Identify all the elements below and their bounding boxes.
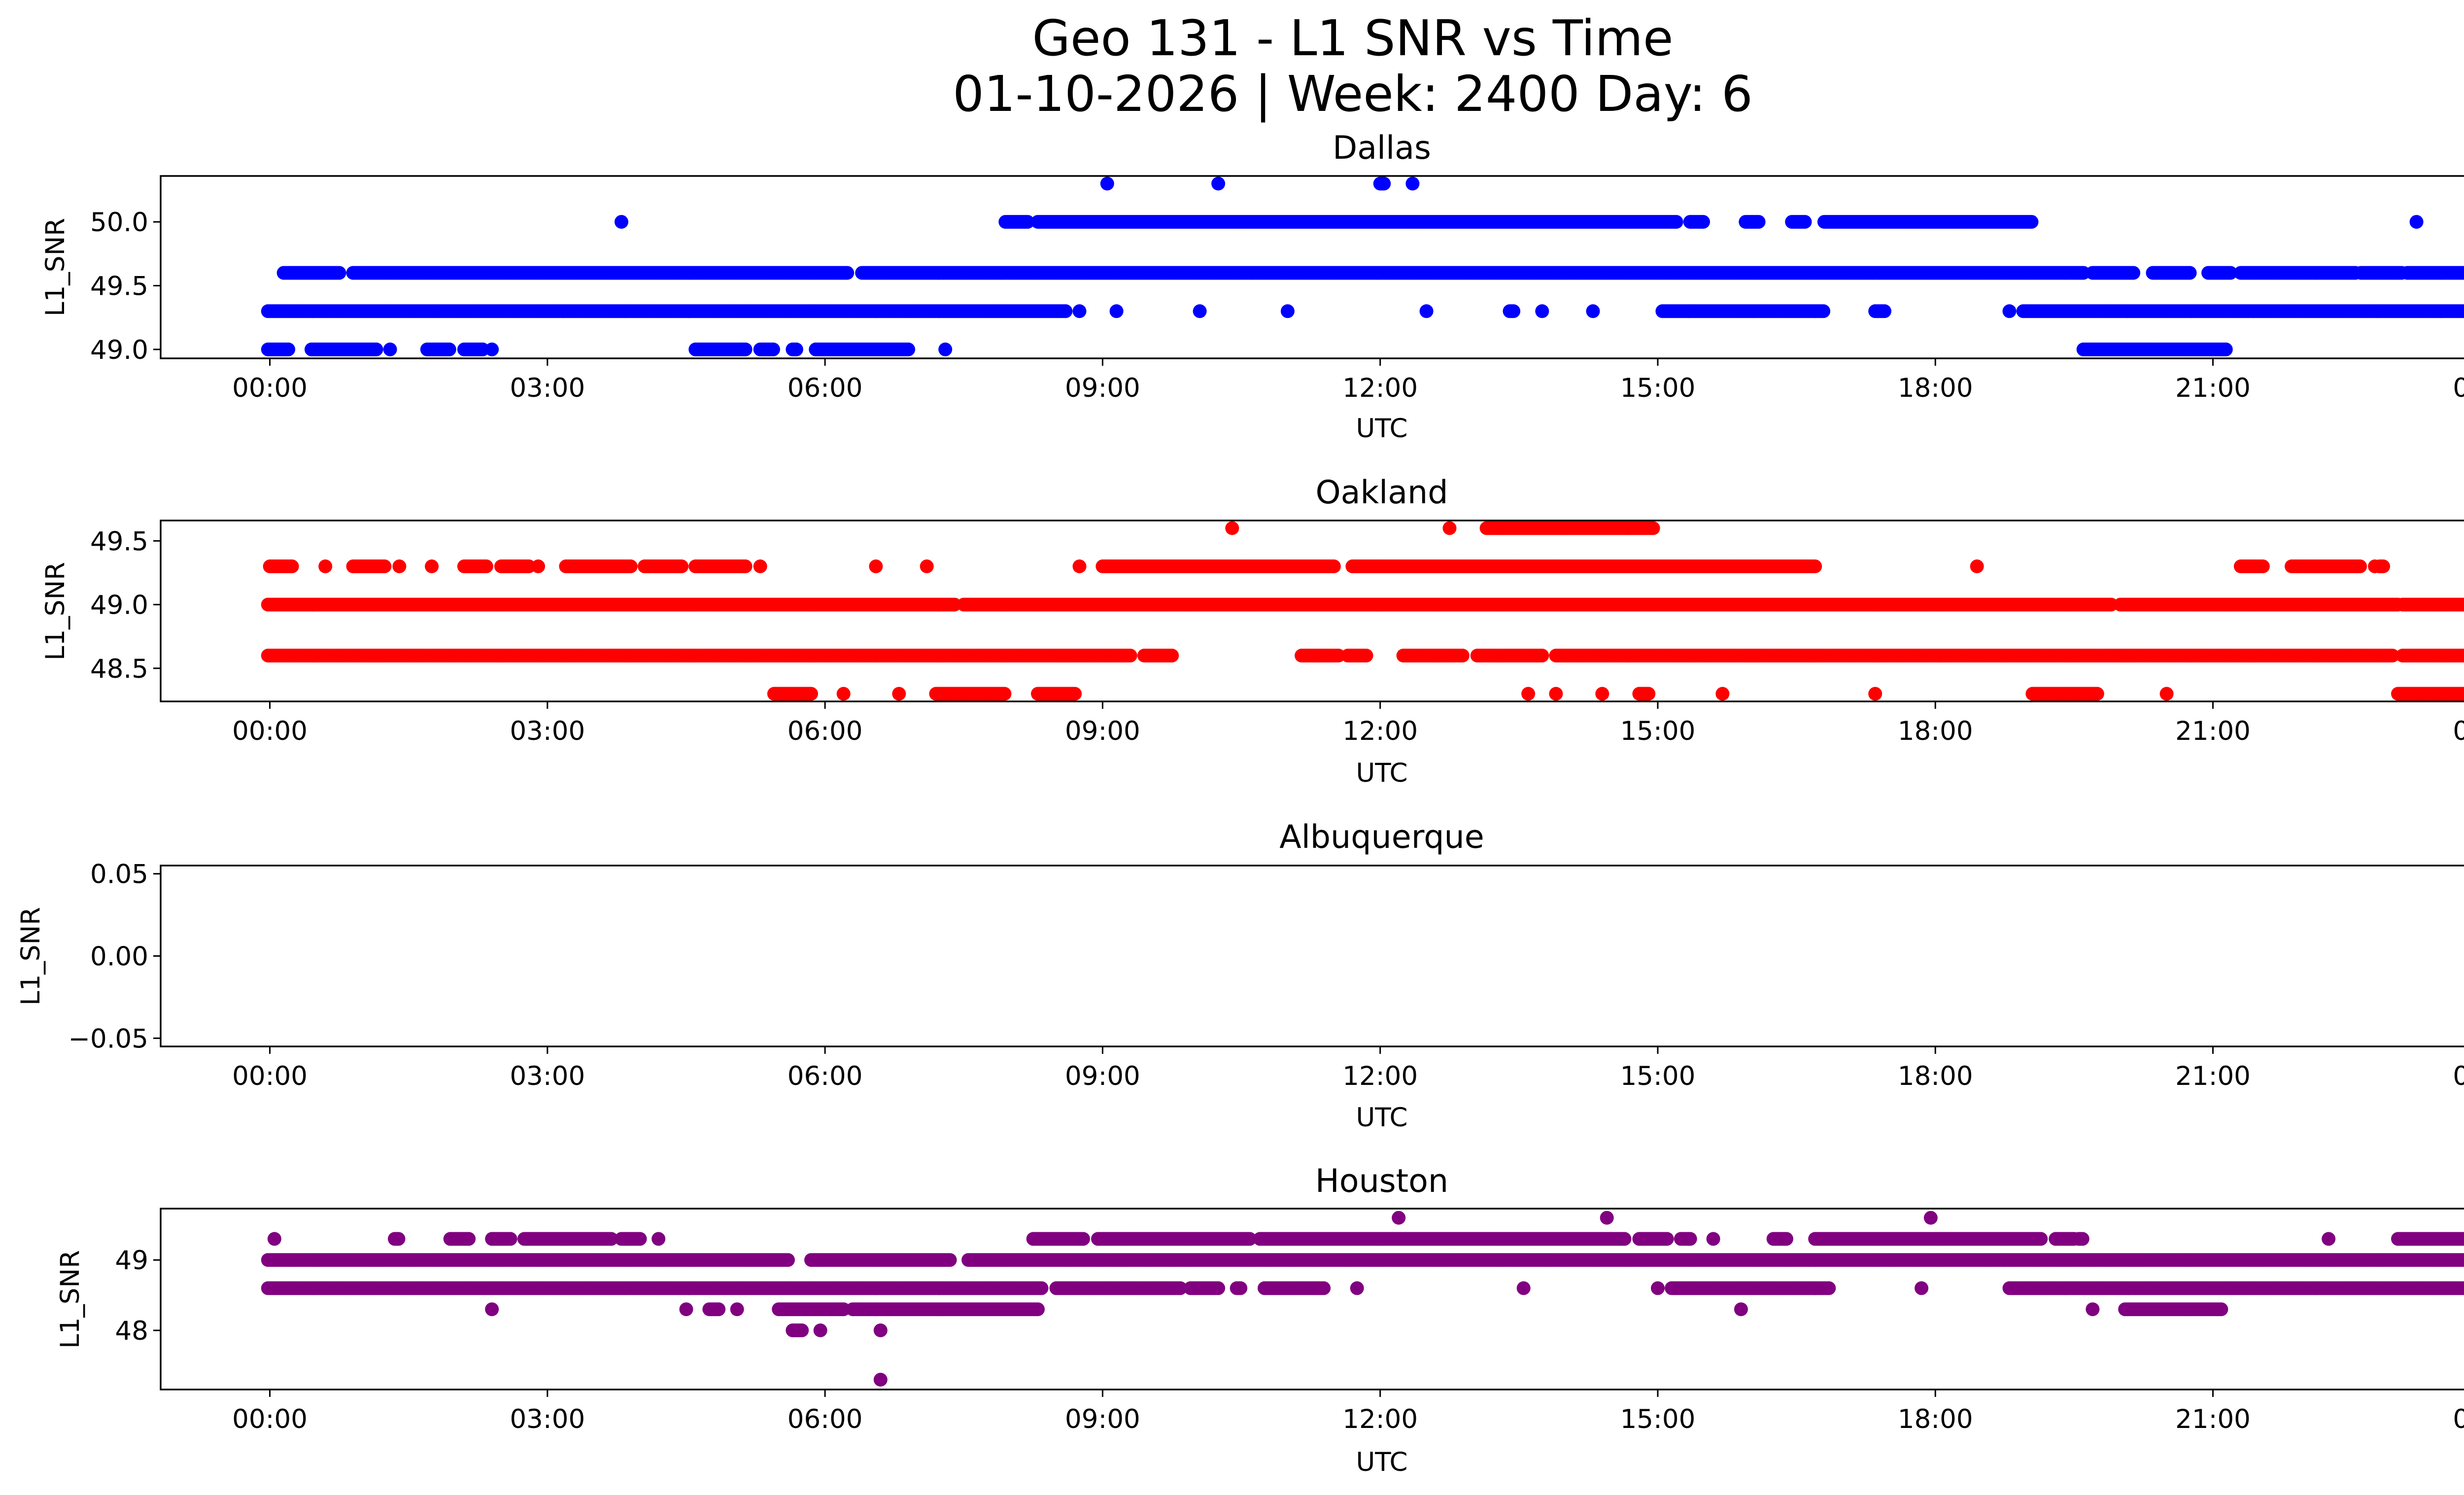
y-tick-label: 49.0 bbox=[90, 335, 148, 365]
data-point bbox=[2224, 266, 2238, 280]
scatter-series bbox=[261, 176, 2464, 356]
x-tick-label: 21:00 bbox=[2175, 373, 2251, 403]
chart-title: Geo 131 - L1 SNR vs Time bbox=[1032, 9, 1674, 67]
data-point bbox=[920, 559, 934, 573]
data-point bbox=[2219, 342, 2233, 356]
data-point bbox=[789, 342, 803, 356]
data-point bbox=[1109, 304, 1124, 318]
data-point bbox=[2462, 307, 2464, 316]
data-point bbox=[1377, 176, 1391, 191]
y-tick-label: 49.5 bbox=[90, 272, 148, 302]
data-point bbox=[442, 342, 456, 356]
data-point bbox=[2462, 600, 2464, 609]
data-point bbox=[285, 559, 299, 573]
data-point bbox=[738, 559, 753, 573]
data-point bbox=[1225, 521, 1239, 535]
data-point bbox=[479, 559, 493, 573]
data-point bbox=[1327, 559, 1341, 573]
x-tick-label: 00:00 bbox=[2453, 373, 2464, 403]
y-axis-label: L1_SNR bbox=[40, 562, 70, 661]
data-point bbox=[1970, 559, 1984, 573]
data-point bbox=[377, 559, 392, 573]
data-point bbox=[2002, 304, 2017, 318]
data-point bbox=[869, 559, 883, 573]
data-point bbox=[1669, 215, 1683, 229]
axes-frame bbox=[160, 175, 2464, 359]
x-tick-label: 18:00 bbox=[1898, 373, 1973, 403]
x-axis-label: UTC bbox=[1356, 758, 1407, 788]
data-point bbox=[2409, 215, 2424, 229]
data-point bbox=[1419, 304, 1434, 318]
data-point bbox=[2256, 559, 2270, 573]
panel-dallas: Dallas UTC L1_SNR 00:00 03:00 06:00 09:00 12… bbox=[40, 130, 2464, 444]
data-point bbox=[766, 342, 780, 356]
y-axis-label: L1_SNR bbox=[40, 218, 70, 316]
data-point bbox=[1059, 304, 1073, 318]
data-point bbox=[1646, 521, 1660, 535]
data-point bbox=[1878, 304, 1891, 318]
data-point bbox=[1798, 215, 1812, 229]
data-point bbox=[1072, 304, 1087, 318]
data-point bbox=[1696, 215, 1710, 229]
data-point bbox=[1506, 304, 1521, 318]
panel-oakland: Oakland UTC L1_SNR 00:00 03:00 06:00 09:00 1… bbox=[40, 474, 2464, 788]
data-point bbox=[318, 559, 333, 573]
data-point bbox=[281, 342, 296, 356]
data-point bbox=[738, 342, 753, 356]
data-point bbox=[1751, 215, 1766, 229]
data-point bbox=[1211, 176, 1226, 191]
data-point bbox=[2353, 559, 2367, 573]
data-point bbox=[1072, 559, 1087, 573]
data-point bbox=[369, 342, 383, 356]
x-tick-label: 15:00 bbox=[1620, 373, 1696, 403]
x-tick-label: 03:00 bbox=[510, 373, 585, 403]
data-point bbox=[2461, 267, 2464, 278]
data-point bbox=[615, 215, 628, 229]
data-point bbox=[1021, 215, 1035, 229]
data-point bbox=[485, 342, 499, 356]
data-point bbox=[2126, 266, 2141, 280]
data-point bbox=[938, 342, 953, 356]
x-axis-label: UTC bbox=[1356, 414, 1407, 444]
y-tick-label: 50.0 bbox=[90, 208, 148, 238]
panel-title: Oakland bbox=[1316, 474, 1448, 511]
data-point bbox=[2183, 266, 2197, 280]
data-point bbox=[392, 559, 407, 573]
x-tick-label: 00:00 bbox=[232, 373, 308, 403]
data-point bbox=[1442, 521, 1457, 535]
data-point bbox=[1808, 559, 1822, 573]
data-point bbox=[383, 342, 397, 356]
panel-title: Dallas bbox=[1333, 130, 1431, 167]
x-tick-label: 06:00 bbox=[787, 373, 863, 403]
data-point bbox=[753, 559, 767, 573]
data-point bbox=[675, 559, 689, 573]
data-point bbox=[1100, 176, 1114, 191]
data-point bbox=[840, 266, 855, 280]
data-point bbox=[1280, 304, 1295, 318]
chart-subtitle: 01-10-2026 | Week: 2400 Day: 6 bbox=[953, 65, 1752, 123]
data-point bbox=[531, 559, 546, 573]
data-point bbox=[425, 559, 439, 573]
data-point bbox=[1405, 176, 1420, 191]
data-point bbox=[2024, 215, 2039, 229]
data-point bbox=[1193, 304, 1207, 318]
data-point bbox=[623, 559, 638, 573]
data-point bbox=[1535, 304, 1549, 318]
data-point bbox=[1816, 304, 1831, 318]
data-point bbox=[2376, 559, 2390, 573]
x-tick-label: 09:00 bbox=[1065, 373, 1140, 403]
data-point bbox=[332, 266, 346, 280]
x-tick-label: 12:00 bbox=[1342, 373, 1418, 403]
data-point bbox=[1586, 304, 1600, 318]
scatter-series bbox=[261, 521, 2464, 701]
data-point bbox=[901, 342, 916, 356]
